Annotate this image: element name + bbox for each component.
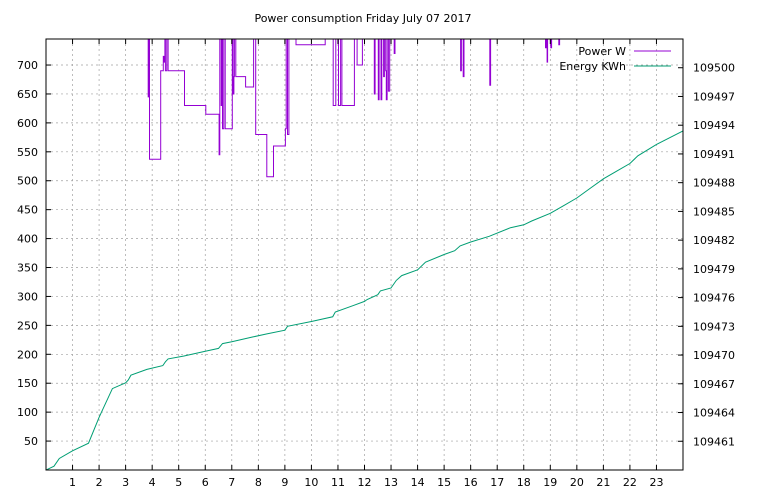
y-tick-label: 450 — [17, 204, 38, 217]
y2-tick-label: 109482 — [693, 234, 735, 247]
y2-tick-label: 109470 — [693, 349, 735, 362]
x-tick-label: 7 — [228, 476, 235, 489]
legend-label: Power W — [578, 45, 626, 58]
series-layer — [46, 39, 683, 470]
series-line-energy-kwh — [46, 130, 683, 470]
x-tick-label: 14 — [411, 476, 425, 489]
x-tick-label: 11 — [331, 476, 345, 489]
legend: Power W Energy KWh — [559, 45, 671, 73]
y-tick-label: 500 — [17, 175, 38, 188]
y2-tick-label: 109467 — [693, 378, 735, 391]
x-tick-label: 15 — [437, 476, 451, 489]
x-tick-label: 18 — [517, 476, 531, 489]
y-tick-label: 100 — [17, 406, 38, 419]
x-tick-label: 2 — [96, 476, 103, 489]
x-tick-label: 13 — [384, 476, 398, 489]
y-tick-label: 300 — [17, 290, 38, 303]
chart-title: Power consumption Friday July 07 2017 — [254, 12, 471, 25]
x-tick-label: 21 — [596, 476, 610, 489]
x-tick-label: 4 — [149, 476, 156, 489]
x-tick-label: 5 — [175, 476, 182, 489]
grid — [46, 39, 683, 470]
y-tick-label: 350 — [17, 262, 38, 275]
y-tick-label: 400 — [17, 233, 38, 246]
x-tick-label: 10 — [304, 476, 318, 489]
x-tick-label: 23 — [649, 476, 663, 489]
y2-tick-label: 109473 — [693, 320, 735, 333]
x-tick-label: 3 — [122, 476, 129, 489]
y-tick-label: 250 — [17, 319, 38, 332]
y2-tick-label: 109464 — [693, 407, 735, 420]
x-tick-label: 16 — [464, 476, 478, 489]
y-tick-label: 200 — [17, 348, 38, 361]
series-line-power-w — [146, 39, 561, 178]
tick-layer: 1 2 3 4 5 6 7 8 9 10 11 12 13 14 15 16 17 18 19 20 21 22 23501… — [17, 39, 735, 489]
y2-tick-label: 109485 — [693, 205, 735, 218]
y-tick-label: 550 — [17, 146, 38, 159]
y2-tick-label: 109461 — [693, 435, 735, 448]
x-tick-label: 9 — [281, 476, 288, 489]
y-tick-label: 50 — [24, 435, 38, 448]
x-tick-label: 8 — [255, 476, 262, 489]
x-tick-label: 1 — [69, 476, 76, 489]
y-tick-label: 650 — [17, 88, 38, 101]
y2-tick-label: 109476 — [693, 292, 735, 305]
y2-tick-label: 109497 — [693, 90, 735, 103]
y-tick-label: 150 — [17, 377, 38, 390]
legend-label: Energy KWh — [559, 60, 626, 73]
y2-tick-label: 109488 — [693, 177, 735, 190]
x-tick-label: 19 — [543, 476, 557, 489]
y2-tick-label: 109491 — [693, 148, 735, 161]
x-tick-label: 22 — [623, 476, 637, 489]
x-tick-label: 6 — [202, 476, 209, 489]
x-tick-label: 12 — [358, 476, 372, 489]
y-tick-label: 700 — [17, 59, 38, 72]
y2-tick-label: 109500 — [693, 62, 735, 75]
y2-tick-label: 109494 — [693, 119, 735, 132]
x-tick-label: 17 — [490, 476, 504, 489]
y2-tick-label: 109479 — [693, 263, 735, 276]
x-tick-label: 20 — [570, 476, 584, 489]
y-tick-label: 600 — [17, 117, 38, 130]
